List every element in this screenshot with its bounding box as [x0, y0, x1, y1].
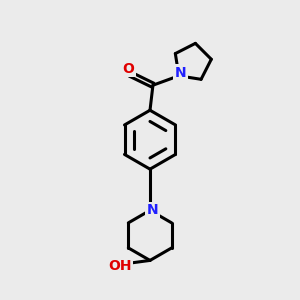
- Text: N: N: [175, 66, 186, 80]
- Text: O: O: [123, 62, 134, 76]
- Text: OH: OH: [108, 259, 131, 273]
- Text: N: N: [146, 203, 158, 218]
